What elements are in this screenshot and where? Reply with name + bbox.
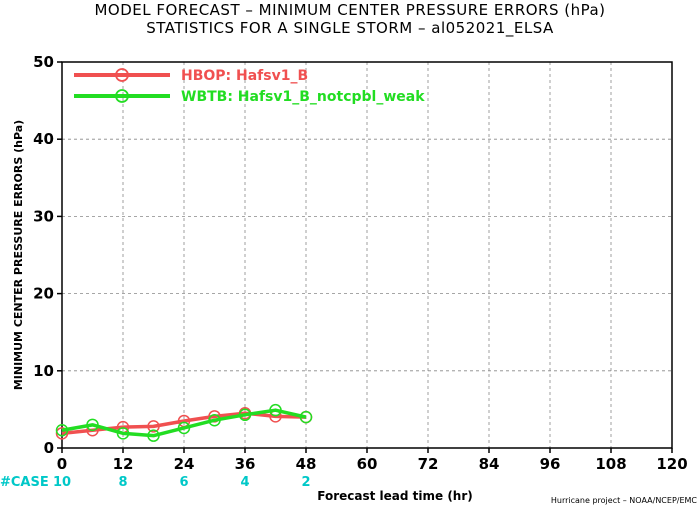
case-count: 10 <box>53 475 71 490</box>
legend-marker <box>115 89 129 103</box>
series-point-2 <box>55 423 69 437</box>
series-point-2 <box>116 427 130 440</box>
x-tick-label: 60 <box>357 455 378 473</box>
y-axis-label: MINIMUM CENTER PRESSURE ERRORS (hPa) <box>12 120 25 390</box>
case-label: #CASE <box>0 475 49 490</box>
y-tick-label: 50 <box>33 53 54 71</box>
legend-label: HBOP: Hafsv1_B <box>181 68 308 84</box>
series-point-2 <box>147 429 160 442</box>
x-tick-label: 96 <box>540 455 561 473</box>
credit-note: Hurricane project – NOAA/NCEP/EMC <box>551 496 698 505</box>
series-point-1 <box>147 420 160 433</box>
series-point-2 <box>208 413 221 427</box>
series-point-2 <box>269 403 282 417</box>
x-tick-label: 48 <box>296 455 317 473</box>
case-counts: #CASE 10 8 6 4 2 <box>0 475 311 490</box>
x-tick-label: 12 <box>113 455 134 473</box>
y-tick-label: 10 <box>33 362 54 380</box>
legend-marker <box>115 68 129 82</box>
legend: HBOP: Hafsv1_B WBTB: Hafsv1_B_notcpbl_wea… <box>74 68 425 105</box>
x-tick-label: 84 <box>479 455 500 473</box>
x-tick-label: 108 <box>595 455 626 473</box>
grid-lines <box>62 62 672 448</box>
chart-title: MODEL FORECAST – MINIMUM CENTER PRESSURE… <box>94 1 605 19</box>
case-count: 2 <box>301 475 310 490</box>
y-tick-label: 0 <box>44 439 54 457</box>
case-count: 6 <box>179 475 188 490</box>
legend-label: WBTB: Hafsv1_B_notcpbl_weak <box>181 89 425 105</box>
x-tick-label: 36 <box>235 455 256 473</box>
x-tick-label: 72 <box>418 455 439 473</box>
series-line-2 <box>61 408 307 438</box>
axis-ticks: 0 10 20 30 40 50 0 12 24 36 48 60 72 84 96 108 120 <box>33 53 688 473</box>
case-count: 4 <box>240 475 249 490</box>
series-point-1 <box>55 427 69 440</box>
y-tick-label: 20 <box>33 285 54 303</box>
series-point-2 <box>177 421 191 435</box>
x-tick-label: 24 <box>174 455 195 473</box>
series-lines <box>55 403 313 442</box>
case-count: 8 <box>118 475 127 490</box>
chart-subtitle: STATISTICS FOR A SINGLE STORM – al052021… <box>146 19 554 38</box>
series-point-2 <box>86 418 99 432</box>
series-point-2 <box>299 410 313 424</box>
y-tick-label: 30 <box>33 207 54 225</box>
series-point-2 <box>238 408 252 422</box>
x-axis-label: Forecast lead time (hr) <box>317 489 473 503</box>
x-tick-label: 0 <box>57 455 67 473</box>
x-tick-label: 120 <box>656 455 687 473</box>
y-tick-label: 40 <box>33 130 54 148</box>
